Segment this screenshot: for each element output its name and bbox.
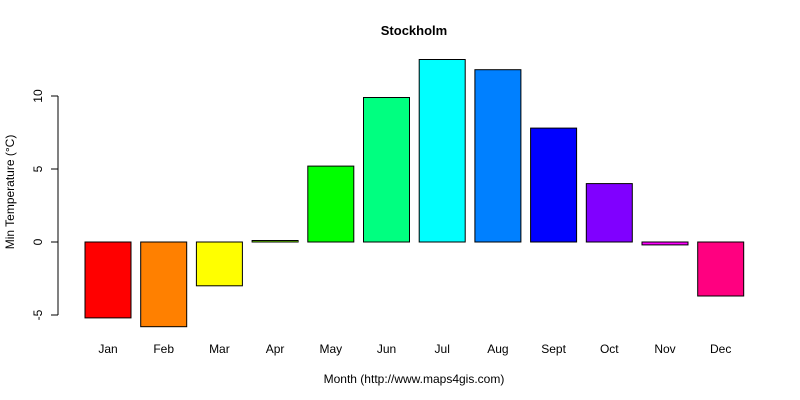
x-tick-label: Jul	[435, 342, 450, 356]
x-tick-label: Feb	[153, 342, 174, 356]
y-axis-label: Min Temperature (°C)	[3, 135, 17, 250]
x-tick-label: Aug	[487, 342, 508, 356]
bar-feb	[140, 241, 188, 328]
x-tick-label: Mar	[209, 342, 230, 356]
x-tick-label: Jan	[98, 342, 117, 356]
chart-title: Stockholm	[381, 23, 447, 38]
x-tick-label: Jun	[377, 342, 396, 356]
x-tick-label: May	[319, 342, 342, 356]
y-tick-label: 0	[31, 238, 45, 245]
x-tick-label: Apr	[266, 342, 285, 356]
bar-apr	[251, 240, 299, 243]
x-axis-label: Month (http://www.maps4gis.com)	[324, 372, 505, 386]
bar-mar	[195, 241, 243, 287]
bar-jun	[363, 97, 410, 243]
y-tick-label: -5	[31, 309, 45, 320]
bars-group	[84, 59, 745, 328]
y-tick-label: 5	[31, 165, 45, 172]
bar-jan	[84, 241, 132, 319]
x-tick-labels: Jan Feb Mar Apr May Jun Jul Aug Sept Oct Nov Dec	[98, 342, 731, 356]
x-tick-label: Nov	[654, 342, 675, 356]
x-tick-label: Sept	[541, 342, 566, 356]
bar-jul	[418, 59, 466, 243]
bar-aug	[474, 69, 522, 243]
bar-oct	[585, 183, 633, 243]
bar-dec	[697, 241, 745, 297]
bar-nov	[641, 241, 689, 246]
bar-may	[307, 165, 355, 243]
y-axis: -5 0 5 10	[31, 89, 59, 320]
x-tick-label: Dec	[710, 342, 731, 356]
y-tick-label: 10	[31, 89, 45, 103]
bar-sept	[530, 127, 578, 243]
x-tick-label: Oct	[600, 342, 619, 356]
